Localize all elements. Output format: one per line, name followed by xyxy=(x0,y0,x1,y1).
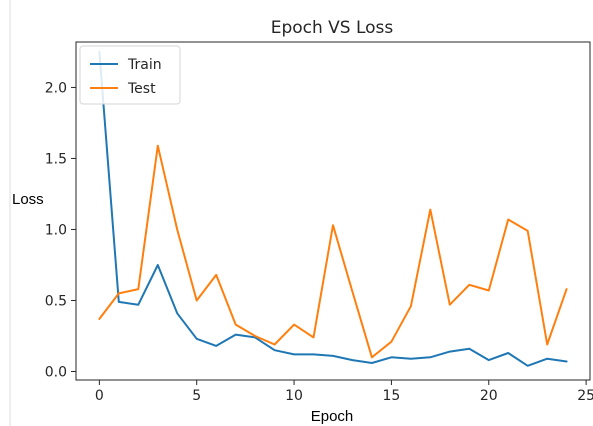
y-axis-label: Loss xyxy=(12,191,44,208)
series-line-test xyxy=(98,144,568,359)
y-tick-label: 0.5 xyxy=(45,293,67,309)
legend: Train Test xyxy=(79,45,181,105)
series-line-train xyxy=(98,50,568,367)
x-tick-label: 15 xyxy=(382,388,400,404)
y-tick-label: 0.0 xyxy=(45,364,67,380)
y-tick-label: 1.0 xyxy=(45,222,67,238)
x-tick-label: 20 xyxy=(480,388,498,404)
x-axis-label: Epoch xyxy=(311,408,354,425)
y-axis-ticks: 0.0 0.5 1.0 1.5 2.0 xyxy=(45,80,76,380)
legend-label-test: Test xyxy=(127,81,156,97)
series-layer xyxy=(98,50,568,367)
x-tick-label: 10 xyxy=(285,388,303,404)
x-tick-label: 0 xyxy=(95,388,104,404)
x-axis-ticks: 0 5 10 15 20 25 xyxy=(95,380,593,404)
x-tick-label: 5 xyxy=(192,388,201,404)
legend-label-train: Train xyxy=(127,57,162,73)
x-tick-label: 25 xyxy=(577,388,593,404)
y-tick-label: 2.0 xyxy=(45,80,67,96)
chart-title: Epoch VS Loss xyxy=(271,18,394,38)
y-tick-label: 1.5 xyxy=(45,151,67,167)
plot-frame xyxy=(75,41,591,381)
legend-box xyxy=(79,45,181,105)
